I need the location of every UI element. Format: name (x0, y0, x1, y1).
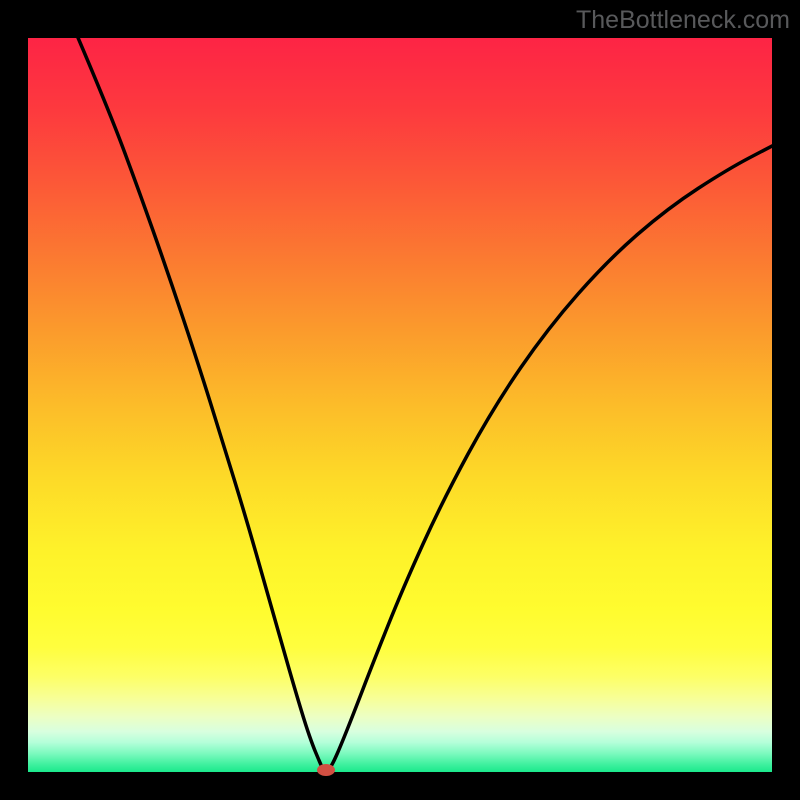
bottleneck-curve (28, 38, 772, 772)
optimal-point-marker (317, 764, 335, 776)
plot-area (28, 38, 772, 772)
watermark-text: TheBottleneck.com (576, 6, 790, 35)
curve-branch (76, 38, 324, 771)
curve-branch (328, 146, 772, 771)
